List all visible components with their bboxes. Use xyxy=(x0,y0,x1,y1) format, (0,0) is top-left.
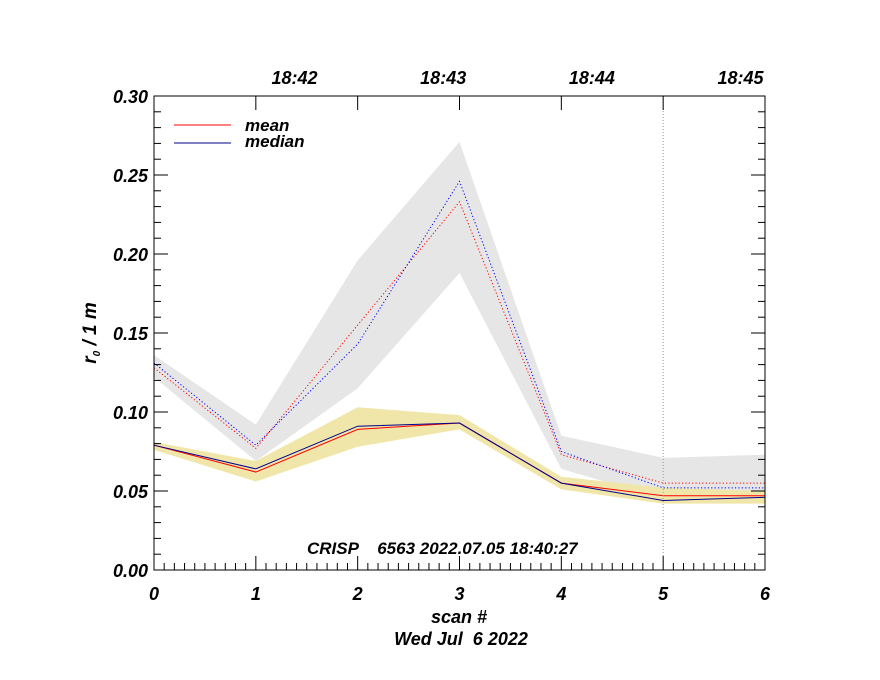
series-line-3 xyxy=(153,422,766,501)
legend-label-mean: mean xyxy=(245,116,289,135)
y-tick-label-5: 0.25 xyxy=(113,166,149,186)
annotation-label: CRISP 6563 2022.07.05 18:40:27 xyxy=(307,539,579,558)
top-tick-label-1: 18:43 xyxy=(420,68,466,88)
ticks-layer xyxy=(153,95,766,571)
y-axis-label: r0 / 1 m xyxy=(80,302,103,364)
legend: mean median xyxy=(174,116,305,151)
top-tick-label-3: 18:45 xyxy=(718,68,765,88)
x-tick-label-1: 1 xyxy=(251,584,261,604)
y-tick-label-4: 0.20 xyxy=(113,245,148,265)
top-tick-label-0: 18:42 xyxy=(272,68,318,88)
x-tick-label-3: 3 xyxy=(454,584,464,604)
y-tick-label-2: 0.10 xyxy=(113,403,148,423)
series-line-1 xyxy=(153,180,765,489)
x-tick-label-5: 5 xyxy=(658,584,669,604)
y-tick-label-0: 0.00 xyxy=(113,561,148,581)
x-axis-label: scan # xyxy=(431,607,487,627)
bands-layer xyxy=(154,141,765,504)
tick-labels-layer: 0 1 2 3 4 5 6 0.00 0.05 0.10 0.15 0.20 0.25 0.30 18:42… xyxy=(113,68,771,604)
series-line-0 xyxy=(153,200,765,484)
top-tick-label-2: 18:44 xyxy=(569,68,615,88)
y-axis-label-tail: / 1 m xyxy=(80,302,101,351)
legend-label-median: median xyxy=(245,132,305,151)
y-tick-label-1: 0.05 xyxy=(113,482,149,502)
band-0 xyxy=(154,141,765,501)
y-tick-label-3: 0.15 xyxy=(113,324,149,344)
x-tick-label-4: 4 xyxy=(555,584,566,604)
y-axis-label-sub: 0 xyxy=(92,350,103,356)
x-tick-label-0: 0 xyxy=(149,584,159,604)
date-label: Wed Jul 6 2022 xyxy=(394,629,528,649)
x-tick-label-2: 2 xyxy=(352,584,363,604)
band-1 xyxy=(154,407,765,504)
y-axis-label-main: r xyxy=(80,355,101,364)
y-tick-label-6: 0.30 xyxy=(113,87,148,107)
x-tick-label-6: 6 xyxy=(760,584,771,604)
